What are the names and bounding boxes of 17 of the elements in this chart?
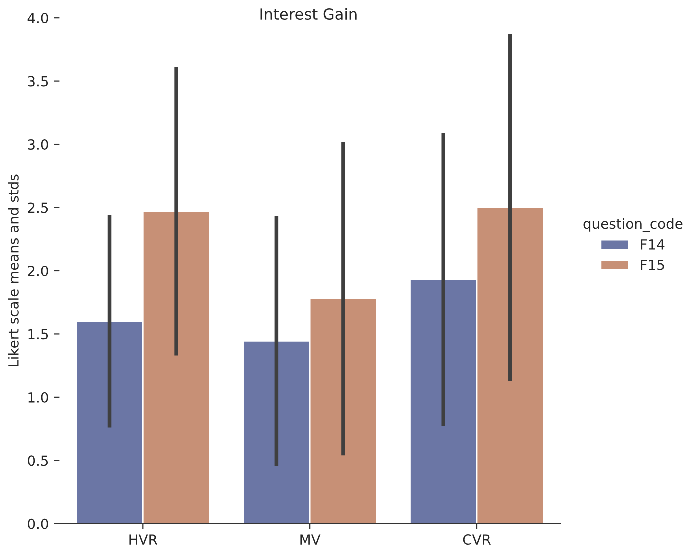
y-tick-label: 3.0 [28, 140, 48, 150]
x-tick-label: MV [300, 534, 321, 545]
legend-label: F14 [641, 240, 665, 250]
y-tick-label: 4.0 [28, 13, 48, 24]
legend-title: question_code [584, 218, 683, 232]
chart-title: Interest Gain [260, 8, 357, 20]
y-tick-label: 0.5 [28, 456, 48, 466]
x-tick-label: CVR [463, 534, 492, 546]
y-tick-label: 0.0 [28, 518, 48, 530]
legend-label: F15 [641, 260, 664, 270]
y-tick-label: 3.5 [28, 76, 48, 87]
y-axis-title: Likert scale means and stds [8, 174, 19, 367]
x-tick-label: HVR [130, 534, 158, 545]
y-tick-label: 2.0 [28, 266, 48, 276]
y-tick-label: 2.5 [28, 202, 48, 214]
y-tick-label: 1.5 [28, 329, 48, 340]
y-tick-label: 1.0 [28, 392, 48, 403]
